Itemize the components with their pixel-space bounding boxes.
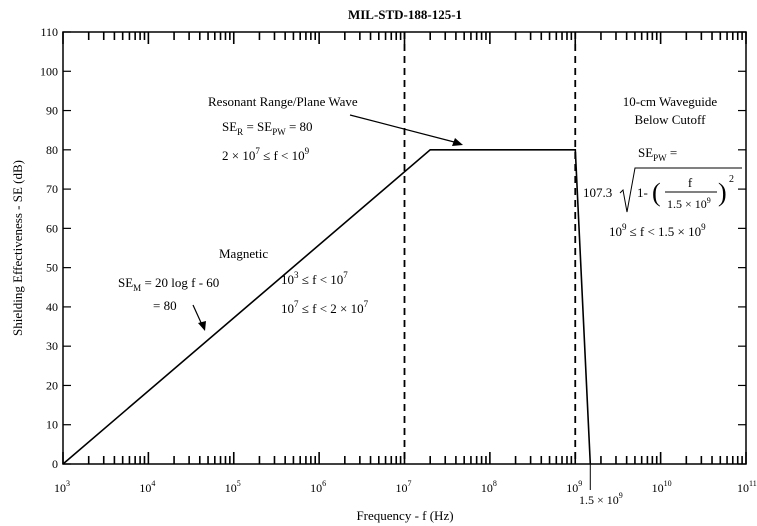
y-tick-label: 110 (40, 25, 58, 39)
series-line (62, 149, 592, 465)
y-tick-label: 0 (52, 457, 58, 471)
resonant-arrow-head (452, 138, 463, 146)
sqrt-sign (619, 167, 742, 213)
x-tick-label: 1010 (652, 479, 672, 495)
x-tick-label: 109 (566, 479, 582, 495)
y-tick-label: 100 (40, 64, 58, 78)
left-paren: ( (652, 178, 661, 207)
x-tick-label: 1011 (737, 479, 757, 495)
waveguide-annotation: 10-cm Waveguide Below Cutoff SEPW = 107.… (583, 94, 742, 239)
x-tick-label: 106 (310, 479, 326, 495)
y-axis-label: Shielding Effectiveness - SE (dB) (10, 160, 25, 336)
series-lines (62, 149, 592, 490)
waveguide-label-2: Below Cutoff (635, 112, 707, 127)
y-tick-label: 50 (46, 261, 58, 275)
chart-title: MIL-STD-188-125-1 (348, 7, 462, 22)
cutoff-label: 1.5 × 109 (579, 491, 623, 507)
x-tick-label: 108 (481, 479, 497, 495)
magnetic-range-2: 107 ≤ f < 2 × 107 (281, 299, 369, 316)
x-tick-label: 107 (396, 479, 412, 495)
magnetic-label: Magnetic (219, 246, 268, 261)
magnetic-range-1: 103 ≤ f < 107 (281, 270, 348, 287)
x-tick-labels: 103 104 105 106 107 108 109 1010 1011 (54, 479, 757, 495)
y-tick-label: 80 (46, 143, 58, 157)
y-tick-label: 20 (46, 378, 58, 392)
y-tick-labels: 0 10 20 30 40 50 60 70 80 90 100 110 (40, 25, 58, 471)
se-r-formula: SER = SEPW = 80 (222, 119, 313, 137)
waveguide-one-minus: 1- (637, 185, 648, 200)
y-tick-label: 30 (46, 339, 58, 353)
y-tick-label: 40 (46, 300, 58, 314)
fraction-denominator: 1.5 × 109 (667, 196, 711, 211)
right-paren: ) (718, 178, 727, 207)
boundary-lines (403, 32, 577, 464)
waveguide-label-1: 10-cm Waveguide (623, 94, 718, 109)
resonant-label: Resonant Range/Plane Wave (208, 94, 358, 109)
magnetic-annotation: Magnetic SEM = 20 log f - 60 = 80 103 ≤ … (118, 246, 369, 331)
y-tick-label: 70 (46, 182, 58, 196)
x-tick-label: 104 (139, 479, 155, 495)
y-tick-label: 90 (46, 104, 58, 118)
power-exponent: 2 (729, 174, 734, 185)
resonant-range: 2 × 107 ≤ f < 109 (222, 146, 310, 163)
se-m-value: = 80 (153, 298, 177, 313)
waveguide-coefficient: 107.3 (583, 185, 612, 200)
waveguide-range: 109 ≤ f < 1.5 × 109 (609, 222, 706, 239)
magnetic-arrow-head (198, 321, 206, 331)
x-tick-label: 103 (54, 479, 70, 495)
fraction-numerator: f (688, 175, 693, 190)
y-tick-label: 10 (46, 418, 58, 432)
y-tick-label: 60 (46, 221, 58, 235)
x-axis-label: Frequency - f (Hz) (356, 508, 453, 523)
resonant-arrow-line (349, 114, 459, 144)
se-pw-formula: SEPW = (638, 145, 677, 163)
se-m-formula: SEM = 20 log f - 60 (118, 275, 219, 293)
x-tick-label: 105 (225, 479, 241, 495)
resonant-annotation: Resonant Range/Plane Wave SER = SEPW = 8… (208, 94, 463, 163)
